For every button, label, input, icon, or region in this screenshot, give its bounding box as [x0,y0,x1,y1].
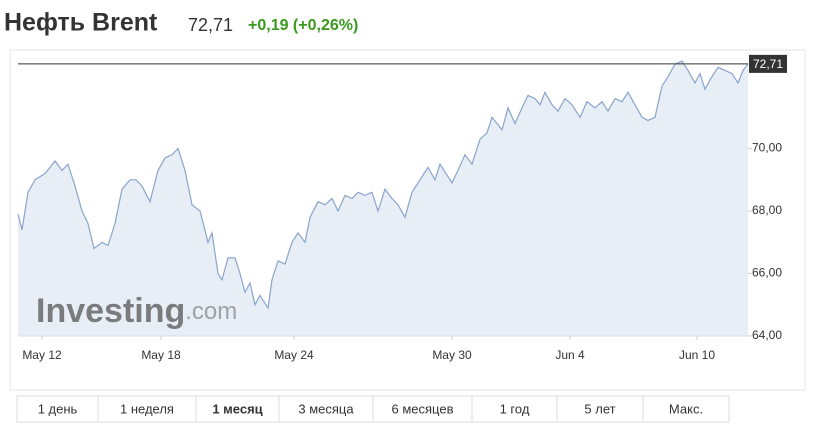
watermark: Investing.com [36,292,237,330]
price-line [17,60,749,310]
tab[interactable] [556,395,644,423]
tab[interactable] [195,395,280,423]
y-tick-label: 68,00 [752,203,782,217]
tab[interactable] [471,395,558,423]
last-price-box [749,54,787,73]
tab-label[interactable]: Макс. [669,401,703,416]
change: +0,19 (+0,26%) [248,17,358,34]
y-tick-label: 70,00 [752,141,782,155]
x-tick-label: May 18 [141,348,181,362]
y-tick-label: 66,00 [752,266,782,280]
plot: 64,00 66,00 68,00 70,00 May 12 May 18 May 24 Ma… [17,54,787,362]
x-tick-label: Jun 4 [555,348,585,362]
tab-label[interactable]: 1 год [500,401,530,416]
tab[interactable] [16,395,99,423]
tab-label[interactable]: 1 месяц [212,401,262,416]
price: 72,71 [188,15,233,35]
tab-label[interactable]: 1 день [38,401,78,416]
tab-label[interactable]: 6 месяцев [392,401,454,416]
tab-label[interactable]: 1 неделя [120,401,174,416]
x-tick-label: Jun 10 [679,348,715,362]
watermark-part: Investing [36,292,185,330]
x-tick-label: May 24 [274,348,314,362]
area-fill [18,61,748,336]
tabs: 1 день 1 неделя 1 месяц 3 месяца 6 месяцев 1 … [16,395,730,423]
y-tick-label: 64,00 [752,328,782,342]
tab[interactable] [97,395,197,423]
title: Нефть Brent [4,9,158,37]
tab-label[interactable]: 5 лет [584,401,615,416]
last-price-label: 72,71 [753,57,783,71]
tab[interactable] [278,395,374,423]
x-tick-label: May 30 [432,348,472,362]
x-tick-label: May 12 [22,348,62,362]
tab-label[interactable]: 3 месяца [298,401,354,416]
tab[interactable] [642,395,730,423]
tab[interactable] [372,395,473,423]
watermark-part: .com [185,298,237,325]
